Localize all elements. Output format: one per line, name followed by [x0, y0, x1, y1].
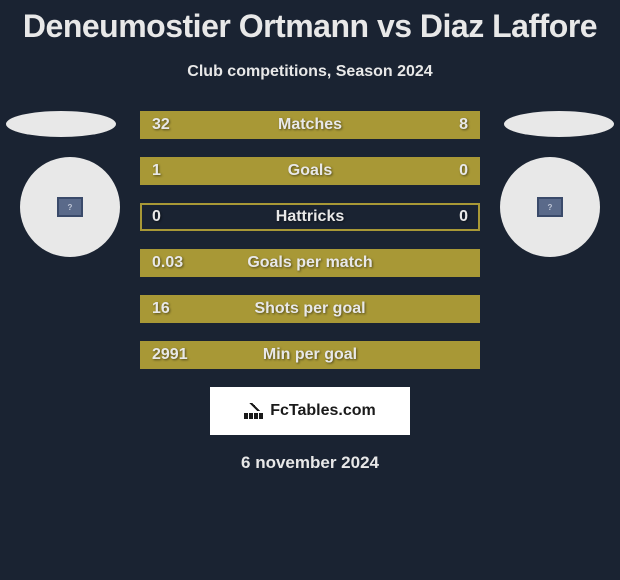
brand-text: FcTables.com: [270, 402, 376, 420]
stat-value-right: 0: [459, 162, 468, 180]
chart-icon: [244, 403, 266, 419]
stat-label: Min per goal: [263, 346, 357, 364]
stats-area: ? ? Matches 32 8 Goals 1 0 Hattricks 0 0 Goals pe…: [0, 111, 620, 369]
page-title: Deneumostier Ortmann vs Diaz Laffore: [0, 8, 620, 45]
placeholder-icon: ?: [57, 197, 83, 217]
stat-value-left: 0: [152, 208, 161, 226]
stat-bar-left: [142, 113, 411, 137]
stat-value-right: 8: [459, 116, 468, 134]
stat-value-left: 0.03: [152, 254, 183, 272]
date-label: 6 november 2024: [0, 453, 620, 473]
stat-label: Goals: [288, 162, 332, 180]
brand-logo: FcTables.com: [210, 387, 410, 435]
stat-value-left: 32: [152, 116, 170, 134]
comparison-card: Deneumostier Ortmann vs Diaz Laffore Clu…: [0, 0, 620, 473]
stat-value-right: 0: [459, 208, 468, 226]
stat-row: Matches 32 8: [140, 111, 480, 139]
stat-value-left: 16: [152, 300, 170, 318]
stat-label: Hattricks: [276, 208, 344, 226]
stat-row: Hattricks 0 0: [140, 203, 480, 231]
stat-row: Goals per match 0.03: [140, 249, 480, 277]
stat-row: Min per goal 2991: [140, 341, 480, 369]
player-left-ellipse: [6, 111, 116, 137]
placeholder-icon: ?: [537, 197, 563, 217]
player-right-avatar: ?: [500, 157, 600, 257]
player-right-ellipse: [504, 111, 614, 137]
stat-value-left: 2991: [152, 346, 188, 364]
stat-value-left: 1: [152, 162, 161, 180]
stat-label: Matches: [278, 116, 342, 134]
stat-label: Goals per match: [247, 254, 372, 272]
stat-row: Goals 1 0: [140, 157, 480, 185]
stat-label: Shots per goal: [254, 300, 365, 318]
subtitle: Club competitions, Season 2024: [0, 63, 620, 81]
player-left-avatar: ?: [20, 157, 120, 257]
stat-row: Shots per goal 16: [140, 295, 480, 323]
